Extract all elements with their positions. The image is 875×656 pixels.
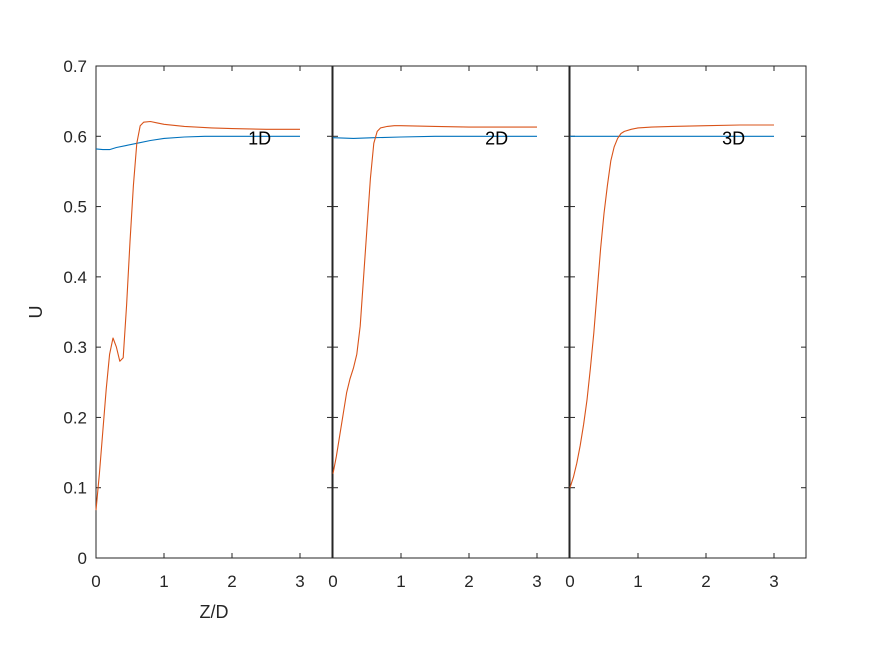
x-tick-label: 0 [328, 572, 337, 591]
x-axis-label: Z/D [200, 602, 229, 622]
x-tick-label: 3 [769, 572, 778, 591]
series-blue-line [332, 135, 537, 139]
y-tick-label: 0 [78, 549, 87, 568]
y-tick-label: 0.2 [63, 408, 87, 427]
series-blue-line [95, 135, 300, 151]
y-tick-label: 0.4 [63, 268, 87, 287]
x-tick-label: 3 [295, 572, 304, 591]
y-tick-label: 0.1 [63, 479, 87, 498]
x-tick-label: 1 [159, 572, 168, 591]
y-tick-label: 0.6 [63, 127, 87, 146]
panel-3: 3D [569, 65, 807, 559]
axes-box [569, 65, 807, 559]
panel-2: 2D [332, 65, 570, 559]
y-tick-label: 0.3 [63, 338, 87, 357]
axes-box [332, 65, 570, 559]
series-orange-line [569, 124, 774, 488]
x-axis-ticks: 0 1 2 3 0 1 2 3 0 1 2 3 [91, 572, 778, 591]
x-tick-label: 2 [227, 572, 236, 591]
panel-annotation: 1D [248, 128, 271, 148]
series-orange-line [95, 120, 300, 511]
plot-panels: 1D 2D 3D [95, 65, 807, 559]
panel-1: 1D [95, 65, 333, 559]
y-tick-label: 0.5 [63, 198, 87, 217]
x-tick-label: 0 [91, 572, 100, 591]
y-axis-ticks: 0 0.1 0.2 0.3 0.4 0.5 0.6 0.7 [63, 57, 87, 568]
x-tick-label: 1 [633, 572, 642, 591]
series-orange-line [332, 125, 537, 474]
y-tick-label: 0.7 [63, 57, 87, 76]
x-tick-label: 1 [396, 572, 405, 591]
x-tick-label: 2 [464, 572, 473, 591]
x-tick-label: 3 [532, 572, 541, 591]
panel-annotation: 2D [485, 128, 508, 148]
x-tick-label: 2 [701, 572, 710, 591]
x-tick-label: 0 [565, 572, 574, 591]
axes-box [95, 65, 333, 559]
panel-annotation: 3D [722, 128, 745, 148]
y-axis-label: U [26, 306, 46, 319]
